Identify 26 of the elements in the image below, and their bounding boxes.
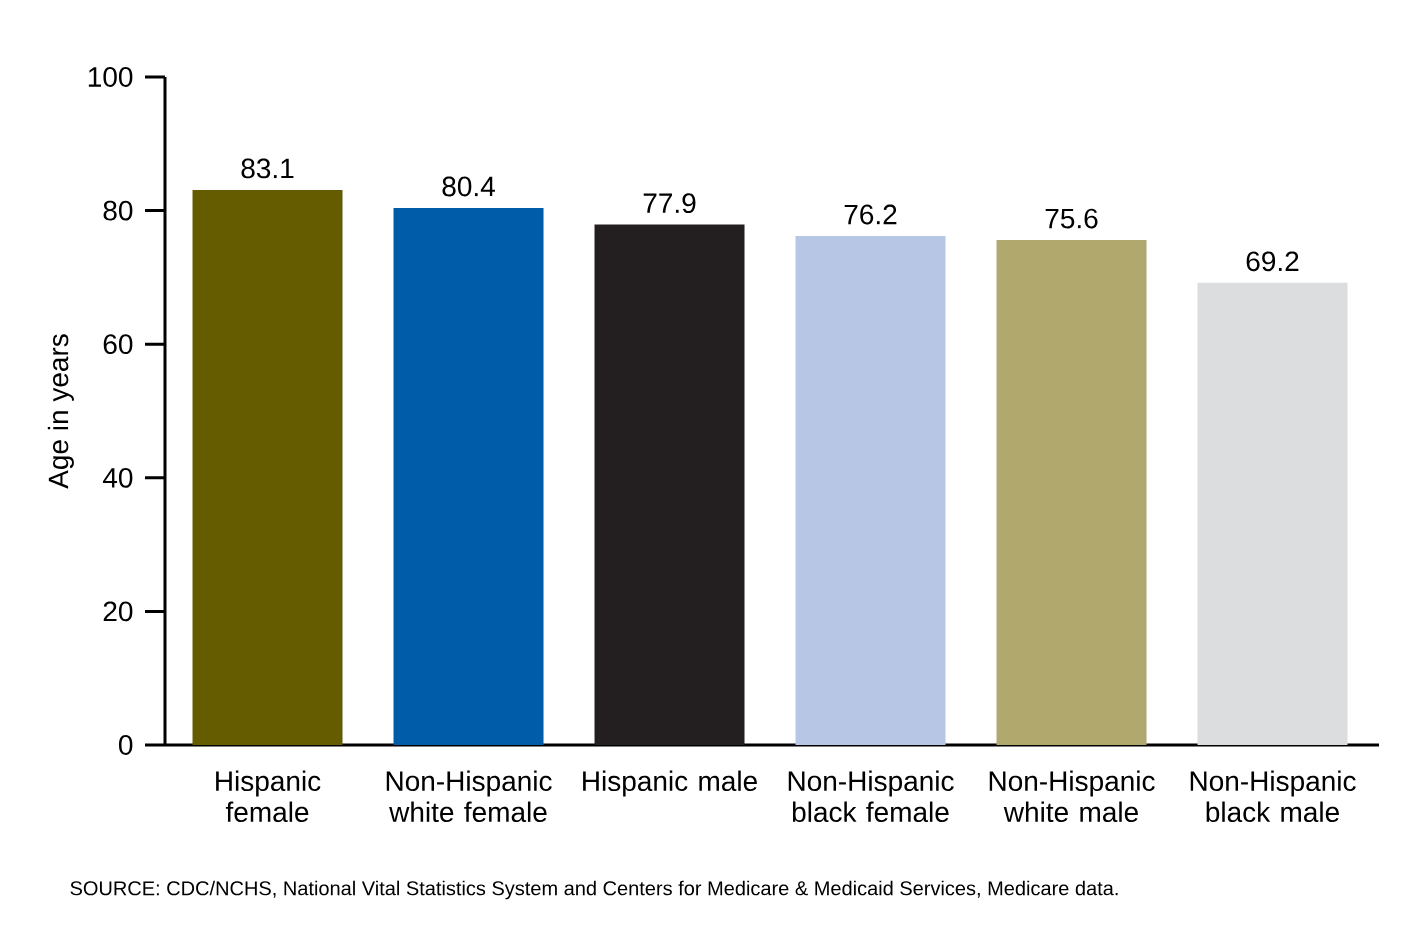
- y-tick-label: 80: [103, 200, 133, 221]
- y-tick-label: 0: [119, 735, 133, 755]
- y-axis-title: Age in years: [47, 334, 74, 489]
- data-label: 69.2: [1246, 251, 1299, 272]
- data-label: 77.9: [643, 193, 696, 214]
- bar: [795, 235, 946, 745]
- source-note: SOURCE: CDC/NCHS, National Vital Statistics System and Centers for Medicare & Medicaid Services, Medicare data.: [70, 880, 1118, 900]
- data-label: 83.1: [241, 158, 294, 179]
- y-tick-label: 60: [103, 334, 133, 355]
- x-tick-label: Hispanic female: [216, 770, 321, 823]
- bar: [594, 224, 745, 745]
- x-tick-label: Non-Hispanic black female: [788, 770, 954, 823]
- x-tick-label: Non-Hispanic white male: [989, 770, 1155, 823]
- x-tick-label: Non-Hispanic black male: [1190, 770, 1356, 823]
- bar: [1197, 282, 1348, 745]
- data-label: 76.2: [844, 204, 897, 225]
- data-label: 80.4: [442, 176, 495, 197]
- x-tick-label: Hispanic male: [583, 770, 757, 797]
- x-tick-label: Non-Hispanic white female: [386, 770, 552, 823]
- y-tick-label: 20: [103, 601, 133, 622]
- bar: [996, 239, 1147, 745]
- y-tick-label: 100: [88, 67, 133, 87]
- bar: [393, 207, 544, 745]
- y-tick-label: 40: [102, 467, 133, 488]
- bar: [192, 189, 343, 745]
- data-label: 75.6: [1045, 208, 1098, 229]
